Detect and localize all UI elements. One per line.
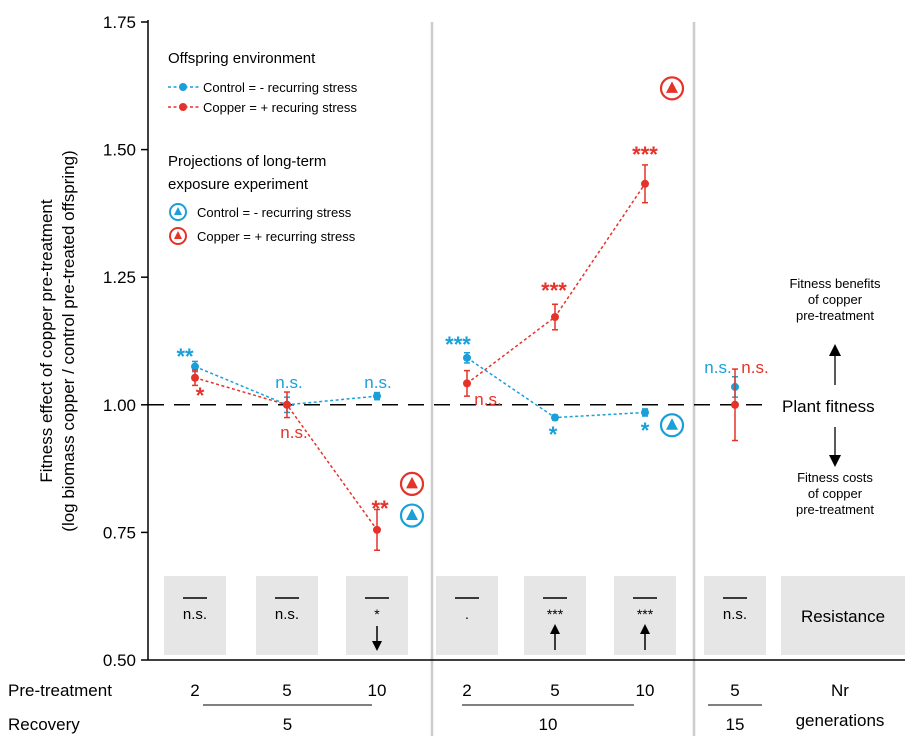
control-sig-label: n.s. xyxy=(364,373,391,392)
legend-copper-dot xyxy=(179,103,187,111)
resistance-box xyxy=(436,576,498,655)
control-point xyxy=(191,362,199,371)
legend-title-3: exposure experiment xyxy=(168,176,309,193)
legend-control-label: Control = - recurring stress xyxy=(203,80,358,95)
copper-projection-marker-triangle xyxy=(666,81,678,93)
y-tick-label: 1.00 xyxy=(103,396,136,415)
control-point xyxy=(641,408,649,417)
resistance-sig: . xyxy=(465,606,469,622)
control-sig-label: *** xyxy=(445,332,471,357)
legend-proj-copper-label: Copper = + recurring stress xyxy=(197,229,356,244)
plant-fitness-label: Plant fitness xyxy=(782,397,875,416)
resistance-sig: *** xyxy=(547,606,564,622)
recovery-tick-label: 15 xyxy=(726,715,745,734)
cost-label: Fitness costs xyxy=(797,470,873,485)
pretreatment-tick-label: 5 xyxy=(730,681,739,700)
benefit-label: pre-treatment xyxy=(796,308,874,323)
resistance-sig: * xyxy=(374,606,380,622)
control-projection-marker-triangle xyxy=(406,508,418,521)
control-sig-label: ** xyxy=(176,344,194,369)
copper-sig-label: n.s. xyxy=(741,358,768,377)
control-point xyxy=(551,413,559,422)
generations-label: generations xyxy=(796,711,885,730)
copper-sig-label: * xyxy=(196,383,205,408)
resistance-box xyxy=(164,576,226,655)
copper-point xyxy=(463,379,471,388)
copper-sig-label: n.s. xyxy=(280,423,307,442)
control-sig-label: * xyxy=(641,418,650,443)
y-axis-label-2: (log biomass copper / control pre-treate… xyxy=(59,150,78,531)
legend-control-dot xyxy=(179,83,187,91)
control-sig-label: n.s. xyxy=(275,373,302,392)
copper-projection-marker-triangle xyxy=(406,476,418,489)
legend-title: Offspring environment xyxy=(168,50,316,67)
resistance-arrow-head xyxy=(550,624,560,634)
control-point xyxy=(373,392,381,401)
resistance-box xyxy=(704,576,766,655)
cost-label: of copper xyxy=(808,486,863,501)
control-point xyxy=(463,353,471,362)
legend-proj-control-triangle xyxy=(174,207,182,215)
y-tick-label: 0.75 xyxy=(103,523,136,542)
pretreatment-tick-label: 10 xyxy=(636,681,655,700)
copper-point xyxy=(283,400,291,409)
recovery-axis-label: Recovery xyxy=(8,715,80,734)
y-tick-label: 1.25 xyxy=(103,268,136,287)
copper-point xyxy=(551,313,559,322)
y-tick-label: 0.50 xyxy=(103,651,136,670)
recovery-tick-label: 10 xyxy=(539,715,558,734)
resistance-label: Resistance xyxy=(801,607,885,626)
benefit-label: of copper xyxy=(808,292,863,307)
resistance-arrow-head xyxy=(640,624,650,634)
cost-arrow-head xyxy=(829,455,841,467)
copper-point xyxy=(191,373,199,382)
control-projection-marker-triangle xyxy=(666,418,678,430)
legend-proj-control-label: Control = - recurring stress xyxy=(197,205,352,220)
benefit-arrow-head xyxy=(829,344,841,356)
nr-label: Nr xyxy=(831,681,849,700)
pretreatment-tick-label: 5 xyxy=(550,681,559,700)
resistance-sig: *** xyxy=(637,606,654,622)
resistance-sig: n.s. xyxy=(275,606,299,623)
pretreatment-tick-label: 2 xyxy=(190,681,199,700)
copper-sig-label: ** xyxy=(371,496,389,521)
copper-series-line xyxy=(194,377,378,531)
control-sig-label: * xyxy=(549,422,558,447)
copper-sig-label: *** xyxy=(632,142,658,167)
copper-sig-label: *** xyxy=(541,278,567,303)
pretreatment-tick-label: 2 xyxy=(462,681,471,700)
cost-label: pre-treatment xyxy=(796,502,874,517)
copper-point xyxy=(373,525,381,534)
benefit-label: Fitness benefits xyxy=(789,276,881,291)
y-axis-label: Fitness effect of copper pre-treatment xyxy=(37,199,56,482)
pretreatment-tick-label: 5 xyxy=(282,681,291,700)
copper-point xyxy=(731,400,739,409)
resistance-arrow-head xyxy=(372,641,382,651)
y-tick-label: 1.50 xyxy=(103,141,136,160)
pretreatment-tick-label: 10 xyxy=(368,681,387,700)
copper-sig-label: n.s. xyxy=(474,390,501,409)
pretreatment-axis-label: Pre-treatment xyxy=(8,681,112,700)
control-sig-label: n.s. xyxy=(704,358,731,377)
legend-copper-label: Copper = + recuring stress xyxy=(203,100,357,115)
resistance-box xyxy=(256,576,318,655)
resistance-sig: n.s. xyxy=(723,606,747,623)
legend-title-2: Projections of long-term xyxy=(168,153,326,170)
copper-point xyxy=(641,179,649,188)
legend-proj-copper-triangle xyxy=(174,231,182,239)
resistance-label-box xyxy=(781,576,905,655)
recovery-tick-label: 5 xyxy=(283,715,292,734)
resistance-sig: n.s. xyxy=(183,606,207,623)
y-tick-label: 1.75 xyxy=(103,13,136,32)
